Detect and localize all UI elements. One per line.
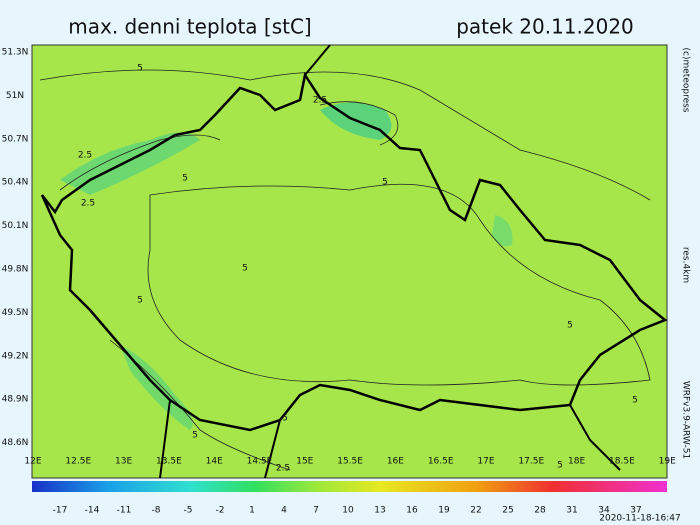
longitude-label: 15E bbox=[296, 457, 313, 467]
colorbar-label: 19 bbox=[438, 506, 450, 516]
latitude-label: 50.4N bbox=[2, 178, 29, 188]
longitude-label: 16.5E bbox=[428, 457, 454, 467]
colorbar-label: 4 bbox=[281, 506, 287, 516]
longitude-label: 14.5E bbox=[247, 457, 273, 467]
longitude-label: 18.5E bbox=[609, 457, 635, 467]
contour-label: 5 bbox=[182, 174, 188, 184]
resolution: res.4km bbox=[681, 247, 691, 283]
contour-label: 5 bbox=[632, 396, 638, 406]
model: WRFv3.9-ARW-51 bbox=[681, 381, 691, 459]
latitude-label: 50.1N bbox=[2, 221, 29, 231]
latitude-label: 49.8N bbox=[2, 265, 29, 275]
colorbar-label: 7 bbox=[313, 506, 319, 516]
timestamp: 2020-11-18-16:47 bbox=[599, 514, 681, 524]
colorbar-label: 37 bbox=[630, 506, 641, 516]
colorbar-label: 28 bbox=[534, 506, 546, 516]
latitude-label: 51N bbox=[6, 91, 24, 101]
longitude-label: 15.5E bbox=[337, 457, 363, 467]
longitude-label: 13.5E bbox=[156, 457, 182, 467]
copyright: (c)meteopress bbox=[681, 48, 691, 113]
longitude-label: 17.5E bbox=[518, 457, 544, 467]
contour-label: 5 bbox=[192, 431, 198, 441]
longitude-label: 19E bbox=[659, 457, 676, 467]
contour-label: 5 bbox=[567, 321, 573, 331]
latitude-label: 51.3N bbox=[2, 48, 29, 58]
contour-label: 5 bbox=[557, 461, 563, 471]
colorbar-label: 31 bbox=[566, 506, 577, 516]
labels: 51.3N 51N 50.7N 50.4N 50.1N 49.8N 49.5N 49.2N 48… bbox=[2, 48, 676, 516]
longitude-label: 16E bbox=[387, 457, 404, 467]
longitude-label: 12.5E bbox=[65, 457, 91, 467]
colorbar-label: -8 bbox=[152, 506, 161, 516]
neighbor-border bbox=[159, 44, 621, 479]
longitude-label: 17E bbox=[477, 457, 494, 467]
contour-label: 5 bbox=[382, 178, 388, 188]
map bbox=[31, 44, 668, 479]
colorbar-label: 13 bbox=[374, 506, 385, 516]
latitude-label: 49.5N bbox=[2, 308, 29, 318]
colorbar bbox=[32, 481, 667, 492]
contour-label: 5 bbox=[137, 296, 143, 306]
latitude-label: 48.9N bbox=[2, 395, 29, 405]
contour-label: 5 bbox=[242, 264, 248, 274]
longitude-label: 18E bbox=[568, 457, 585, 467]
contour-label: 2.5 bbox=[78, 151, 92, 161]
contour-label: 2.5 bbox=[276, 464, 290, 474]
contour-label: 2.5 bbox=[313, 96, 327, 106]
colorbar-label: 34 bbox=[598, 506, 610, 516]
colorbar-label: 1 bbox=[249, 506, 255, 516]
colorbar-label: -2 bbox=[216, 506, 225, 516]
contour-label: 5 bbox=[137, 64, 143, 74]
latitude-label: 50.7N bbox=[2, 134, 29, 144]
colorbar-label: -5 bbox=[184, 506, 193, 516]
colorbar-label: 25 bbox=[502, 506, 513, 516]
colorbar-label: -17 bbox=[53, 506, 68, 516]
mountain-area bbox=[492, 215, 513, 247]
latitude-label: 48.6N bbox=[2, 438, 29, 448]
contour-label: 5 bbox=[282, 414, 288, 424]
title: max. denni teplota [stC] bbox=[68, 15, 311, 39]
date: patek 20.11.2020 bbox=[456, 15, 634, 39]
colorbar-label: 22 bbox=[470, 506, 481, 516]
country-border bbox=[40, 71, 668, 432]
colorbar-label: 10 bbox=[342, 506, 354, 516]
longitude-label: 14E bbox=[206, 457, 223, 467]
colorbar-label: -14 bbox=[85, 506, 100, 516]
longitude-label: 13E bbox=[115, 457, 132, 467]
contour-label: 2.5 bbox=[81, 199, 95, 209]
latitude-label: 49.2N bbox=[2, 351, 29, 361]
longitude-label: 12E bbox=[24, 457, 41, 467]
colorbar-label: -11 bbox=[117, 506, 132, 516]
colorbar-label: 16 bbox=[406, 506, 418, 516]
mountain-area bbox=[60, 132, 200, 195]
